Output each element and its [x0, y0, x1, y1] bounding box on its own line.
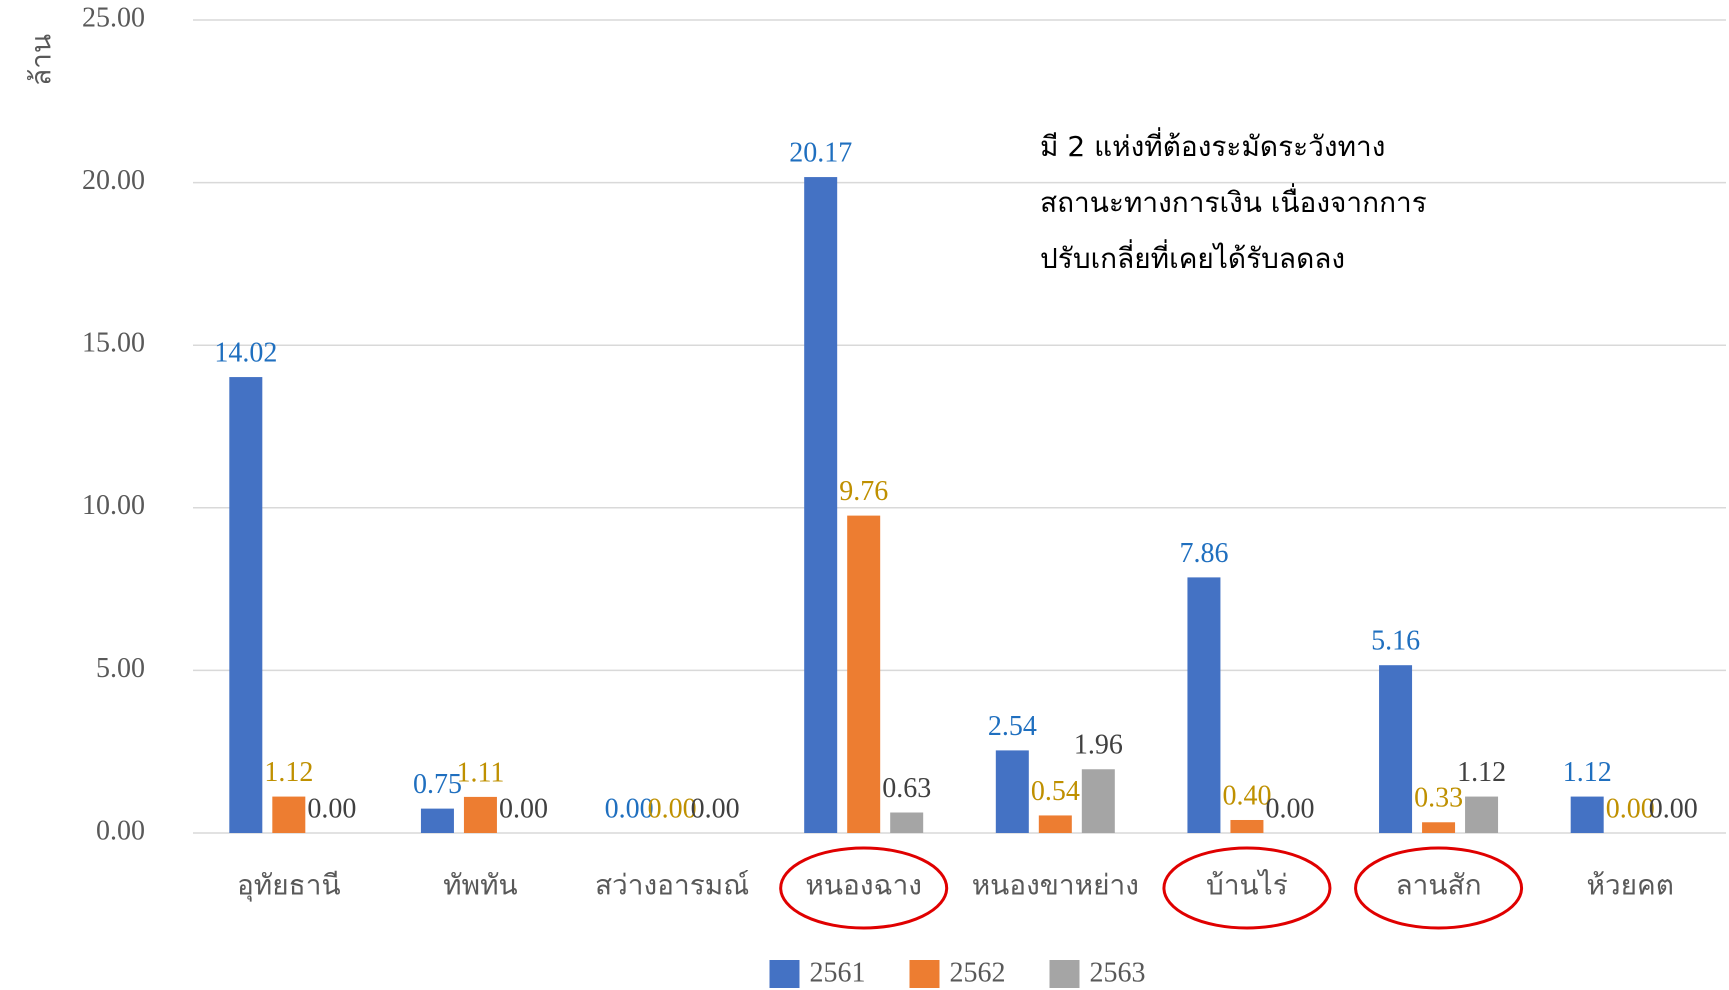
data-label: 0.00 [605, 793, 654, 824]
data-label: 1.12 [264, 757, 313, 788]
data-label: 0.33 [1414, 783, 1463, 814]
y-tick-label: 5.00 [96, 653, 145, 684]
data-label: 0.00 [1606, 793, 1655, 824]
x-tick-label: บ้านไร่ [1206, 869, 1288, 901]
y-tick-label: 20.00 [82, 165, 145, 196]
bar [229, 377, 263, 833]
bar [995, 750, 1029, 833]
bar [804, 177, 838, 833]
data-label: 1.11 [456, 757, 504, 788]
highlight-ellipse [1162, 846, 1332, 930]
y-tick-label: 25.00 [82, 2, 145, 33]
x-tick-label: ทัพทัน [443, 870, 518, 901]
data-label: 0.00 [1265, 793, 1314, 824]
annotation: มี 2 แห่งที่ต้องระมัดระวังทาง [1040, 127, 1385, 163]
x-tick-label: สว่างอารมณ์ [595, 869, 749, 901]
legend-swatch [1049, 960, 1080, 988]
legend-swatch [769, 960, 800, 988]
data-label: 0.00 [1649, 793, 1698, 824]
data-label: 0.00 [499, 793, 548, 824]
data-label: 0.00 [648, 793, 697, 824]
y-tick-label: 0.00 [96, 815, 145, 846]
bar [1570, 796, 1604, 833]
data-label: 1.12 [1563, 757, 1612, 788]
data-label: 14.02 [214, 337, 277, 368]
x-tick-label: ลานสัก [1396, 870, 1482, 901]
bar [890, 812, 924, 833]
y-axis-label: ล้าน [26, 34, 57, 86]
data-label: 2.54 [988, 711, 1037, 742]
bar [847, 515, 881, 833]
bar [1187, 577, 1221, 833]
legend-swatch [909, 960, 940, 988]
bar [1465, 796, 1499, 833]
annotation: ปรับเกลี่ยที่เคยได้รับลดลง [1040, 239, 1345, 275]
data-label: 1.12 [1457, 757, 1506, 788]
highlight-ellipse [779, 846, 949, 930]
bar [1038, 815, 1072, 833]
data-label: 0.75 [413, 769, 462, 800]
data-label: 20.17 [789, 137, 852, 168]
data-label: 9.76 [839, 476, 888, 507]
highlight-ellipse [1354, 846, 1524, 930]
y-tick-label: 15.00 [82, 328, 145, 359]
x-tick-label: อุทัยธานี [237, 869, 341, 902]
annotation: สถานะทางการเงิน เนื่องจากการ [1040, 183, 1427, 219]
data-label: 0.00 [307, 793, 356, 824]
data-label: 1.96 [1074, 730, 1123, 761]
y-tick-label: 10.00 [82, 490, 145, 521]
data-label: 7.86 [1179, 538, 1228, 569]
bar [463, 796, 497, 833]
x-tick-label: ห้วยคต [1586, 870, 1674, 901]
data-label: 5.16 [1371, 626, 1420, 657]
bar [1379, 665, 1413, 833]
legend-label: 2561 [810, 957, 866, 988]
bar [1230, 819, 1264, 833]
bar [272, 796, 306, 833]
legend-label: 2563 [1090, 957, 1146, 988]
bar [420, 808, 454, 833]
legend-label: 2562 [950, 957, 1006, 988]
x-tick-label: หนองขาหย่าง [972, 870, 1139, 901]
x-tick-label: หนองฉาง [805, 870, 922, 901]
bar [1422, 822, 1456, 833]
data-label: 0.40 [1222, 780, 1271, 811]
data-label: 0.00 [691, 793, 740, 824]
data-label: 0.54 [1031, 776, 1080, 807]
bar [1081, 769, 1115, 833]
data-label: 0.63 [882, 773, 931, 804]
